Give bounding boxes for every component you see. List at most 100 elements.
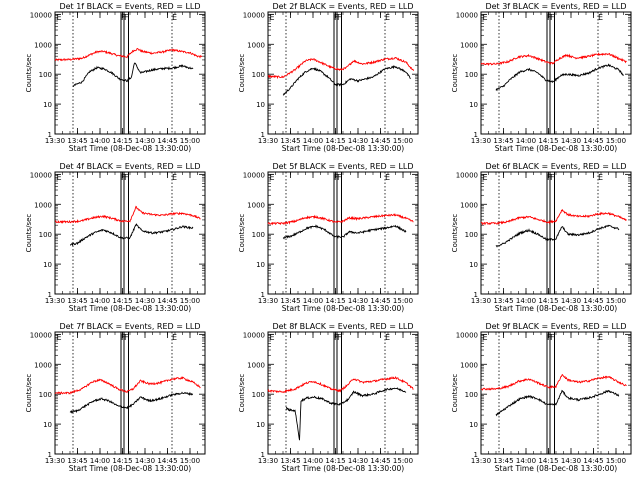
y-tick-label: 10 <box>43 261 52 269</box>
x-tick-label: 15:00 <box>606 297 626 305</box>
lld-series <box>267 56 414 80</box>
x-tick-label: 15:00 <box>393 297 413 305</box>
y-tick-label: 10000 <box>456 171 478 179</box>
x-tick-label: 13:45 <box>67 457 87 465</box>
y-tick-label: 1 <box>48 451 52 459</box>
y-tick-label: 10000 <box>30 11 52 19</box>
panel-5: Det 5f BLACK = Events, RED = LLD 1 10 100 10… <box>238 162 419 313</box>
y-tick-label: 100 <box>465 391 478 399</box>
x-tick-label: 14:30 <box>348 457 368 465</box>
x-tick-label: 14:15 <box>112 137 132 145</box>
y-tick-label: 100 <box>39 391 52 399</box>
plot-frame <box>480 331 632 455</box>
x-tick-label: 14:30 <box>135 457 155 465</box>
events-series <box>282 224 407 240</box>
y-tick-label: 10 <box>43 101 52 109</box>
y-tick-label: 1 <box>261 451 265 459</box>
x-tick-label: 14:30 <box>348 297 368 305</box>
x-tick-label: 14:15 <box>325 457 345 465</box>
x-tick-label: 14:30 <box>135 137 155 145</box>
y-tick-label: 10000 <box>243 11 265 19</box>
x-tick-label: 14:00 <box>516 457 536 465</box>
events-series <box>495 63 624 92</box>
plot-frame <box>267 331 419 455</box>
y-tick-label: 10000 <box>243 331 265 339</box>
marker-label: F <box>337 333 342 342</box>
y-tick-label: 10 <box>256 261 265 269</box>
x-tick-label: 14:00 <box>303 297 323 305</box>
x-tick-label: 14:30 <box>561 457 581 465</box>
x-tick-label: 14:00 <box>303 137 323 145</box>
events-series <box>72 62 194 88</box>
y-axis-label: Counts/sec <box>25 54 33 93</box>
marker-label: E <box>483 13 488 22</box>
x-tick-label: 14:15 <box>112 297 132 305</box>
x-tick-label: 14:45 <box>157 297 177 305</box>
x-tick-label: 14:30 <box>561 137 581 145</box>
marker-label: F <box>334 13 339 22</box>
panel-1: Det 1f BLACK = Events, RED = LLD 1 10 100 10… <box>25 2 206 153</box>
marker-label: F <box>550 13 555 22</box>
marker-label: E <box>270 333 275 342</box>
marker-label: F <box>121 173 126 182</box>
y-axis-label: Counts/sec <box>238 214 246 253</box>
panel-title: Det 7f BLACK = Events, RED = LLD <box>59 322 200 331</box>
panel-9: Det 9f BLACK = Events, RED = LLD 1 10 100 10… <box>451 322 632 473</box>
x-tick-label: 14:30 <box>561 297 581 305</box>
y-tick-label: 10000 <box>456 331 478 339</box>
marker-label: E <box>57 333 62 342</box>
marker-label: F <box>334 333 339 342</box>
marker-label: F <box>550 173 555 182</box>
x-axis-label: Start Time (08-Dec-08 13:30:00) <box>282 464 404 473</box>
marker-label: E <box>57 173 62 182</box>
x-tick-label: 14:15 <box>325 137 345 145</box>
y-tick-label: 1000 <box>460 361 478 369</box>
y-tick-label: 10000 <box>243 171 265 179</box>
marker-label: F <box>550 333 555 342</box>
x-tick-label: 13:30 <box>258 457 278 465</box>
x-tick-label: 15:00 <box>180 457 200 465</box>
y-tick-label: 100 <box>252 231 265 239</box>
x-tick-label: 15:00 <box>180 297 200 305</box>
x-axis-label: Start Time (08-Dec-08 13:30:00) <box>495 304 617 313</box>
marker-label: F <box>547 13 552 22</box>
marker-label: E <box>172 173 177 182</box>
y-tick-label: 10 <box>469 101 478 109</box>
marker-label: E <box>57 13 62 22</box>
y-tick-label: 10 <box>469 421 478 429</box>
y-axis-label: Counts/sec <box>451 54 459 93</box>
panel-title: Det 5f BLACK = Events, RED = LLD <box>272 162 413 171</box>
lld-series <box>267 213 414 226</box>
x-tick-label: 14:45 <box>157 457 177 465</box>
y-axis-label: Counts/sec <box>238 54 246 93</box>
y-tick-label: 1000 <box>247 41 265 49</box>
marker-label: E <box>598 13 603 22</box>
plot-frame <box>267 171 419 295</box>
lld-series <box>480 208 627 226</box>
y-tick-label: 1 <box>261 291 265 299</box>
x-tick-label: 13:45 <box>493 137 513 145</box>
y-tick-label: 1 <box>48 131 52 139</box>
marker-label: E <box>172 13 177 22</box>
y-tick-label: 1 <box>474 131 478 139</box>
x-tick-label: 14:15 <box>538 137 558 145</box>
panel-title: Det 9f BLACK = Events, RED = LLD <box>485 322 626 331</box>
x-tick-label: 15:00 <box>393 457 413 465</box>
y-tick-label: 10 <box>256 101 265 109</box>
panel-7: Det 7f BLACK = Events, RED = LLD 1 10 100 10… <box>25 322 206 473</box>
marker-label: E <box>172 333 177 342</box>
x-tick-label: 14:45 <box>370 457 390 465</box>
y-axis-label: Counts/sec <box>451 214 459 253</box>
y-tick-label: 10000 <box>456 11 478 19</box>
events-series <box>285 387 407 441</box>
x-tick-label: 14:45 <box>370 297 390 305</box>
y-tick-label: 1 <box>474 291 478 299</box>
x-tick-label: 14:15 <box>538 297 558 305</box>
x-tick-label: 14:00 <box>303 457 323 465</box>
lld-series <box>480 52 627 66</box>
x-tick-label: 14:15 <box>112 457 132 465</box>
y-tick-label: 10 <box>256 421 265 429</box>
lld-series <box>267 376 414 394</box>
y-tick-label: 10000 <box>30 331 52 339</box>
